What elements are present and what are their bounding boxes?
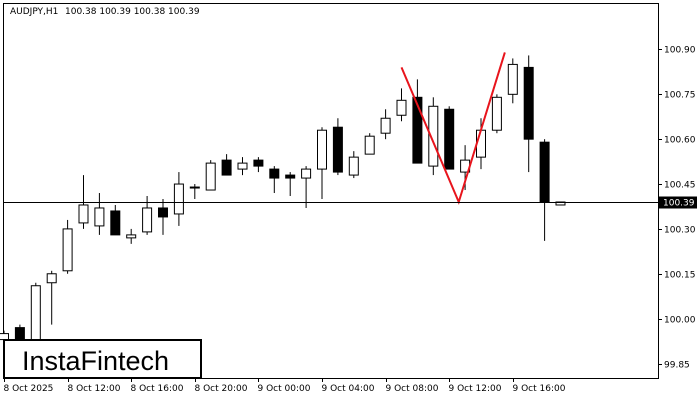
candle-body-bullish [189,186,200,189]
candle-body-bearish [332,126,343,173]
candle-body-bullish [364,135,375,155]
candle [317,127,327,199]
candle-body-bullish [380,117,391,134]
price-tick-label: 100.30 [664,226,696,236]
candle-body-bullish [428,105,439,167]
candle-body-bullish [237,162,248,170]
svg-text:100.39: 100.39 [663,199,695,209]
price-tick-label: 100.00 [664,316,696,326]
candle-body-bearish [110,210,121,236]
candle [46,270,57,325]
time-tick-label: 9 Oct 00:00 [258,384,311,394]
candle [62,219,73,274]
candle [444,106,455,170]
price-tick-label: 100.45 [664,181,696,191]
candle [173,172,184,226]
candle-body-bearish [253,159,264,167]
time-tick-label: 9 Oct 12:00 [449,384,502,394]
candle [78,175,89,229]
time-tick-label: 8 Oct 20:00 [195,384,248,394]
candle-body-bearish [285,174,296,179]
instafintech-logo: InstaFintech [3,339,202,379]
candle-body-bullish [348,156,359,176]
candle-body-bullish [476,129,486,158]
candle-body-bullish [301,168,312,179]
price-tick-label: 100.60 [664,136,696,146]
time-tick-label: 9 Oct 16:00 [513,384,566,394]
price-tick-label: 100.15 [664,271,696,281]
candle [380,109,391,140]
price-tick-label: 100.90 [664,46,696,56]
candle [158,199,168,235]
candle-body-bullish [173,183,184,215]
candle [30,282,41,349]
svg-text:InstaFintech: InstaFintech [22,346,169,376]
candle-body-bearish [269,168,280,179]
candle [205,160,216,191]
candle-body-bullish [94,207,105,227]
candle-body-bullish [126,234,137,239]
plot-frame [3,3,659,379]
candle-body-bearish [158,207,168,218]
candles-layer [0,55,566,367]
candle-body-bearish [412,96,423,164]
candle-body-bullish [46,273,57,284]
candle [507,58,518,104]
candle [189,184,200,199]
candle [539,139,550,241]
candle-body-bearish [221,159,232,176]
pattern-line [400,52,506,205]
double-top-pattern [400,52,506,205]
candle [110,204,121,236]
candle-body-bearish [444,108,455,170]
candle-body-bullish [396,99,407,116]
candle-body-bearish [523,66,534,140]
candle-body-bullish [30,285,41,344]
candle [412,79,423,164]
candle [396,88,407,122]
candle-body-bullish [555,201,566,206]
price-tick-label: 99.85 [664,361,690,371]
time-tick-label: 9 Oct 08:00 [386,384,439,394]
candle-body-bullish [78,204,89,224]
time-tick-label: 8 Oct 12:00 [68,384,121,394]
candle [221,154,232,176]
time-axis: 8 Oct 2025 8 Oct 12:00 8 Oct 16:00 8 Oct 20… [4,378,566,394]
candle [523,55,534,173]
price-axis: 100.90 100.75 100.60 100.45 100.30 100.15 100.… [658,46,696,371]
candle [126,228,137,244]
candle [348,151,359,179]
time-tick-label: 8 Oct 16:00 [131,384,184,394]
candle [428,97,439,176]
candle-body-bullish [142,207,153,233]
candle-body-bearish [539,141,550,203]
candle [285,172,296,197]
current-price-badge: 100.39 [659,196,697,209]
candle [237,157,248,176]
candle-body-bullish [0,333,9,341]
price-tick-label: 100.75 [664,91,696,101]
candle-body-bullish [507,63,518,95]
candle-body-bullish [62,228,73,272]
candle-body-bullish [205,162,216,191]
ohlc-values: 100.38 100.39 100.38 100.39 [65,7,200,17]
candle [491,94,502,134]
candle [269,166,280,194]
time-tick-label: 8 Oct 2025 [4,384,54,394]
candle [332,118,343,176]
candle [94,193,105,235]
candle [253,157,264,173]
candle [301,166,312,208]
time-tick-label: 9 Oct 04:00 [322,384,375,394]
candle-body-bullish [491,96,502,131]
candle [364,133,375,155]
candle-body-bullish [317,129,327,170]
symbol-label: AUDJPY,H1 [10,7,58,17]
